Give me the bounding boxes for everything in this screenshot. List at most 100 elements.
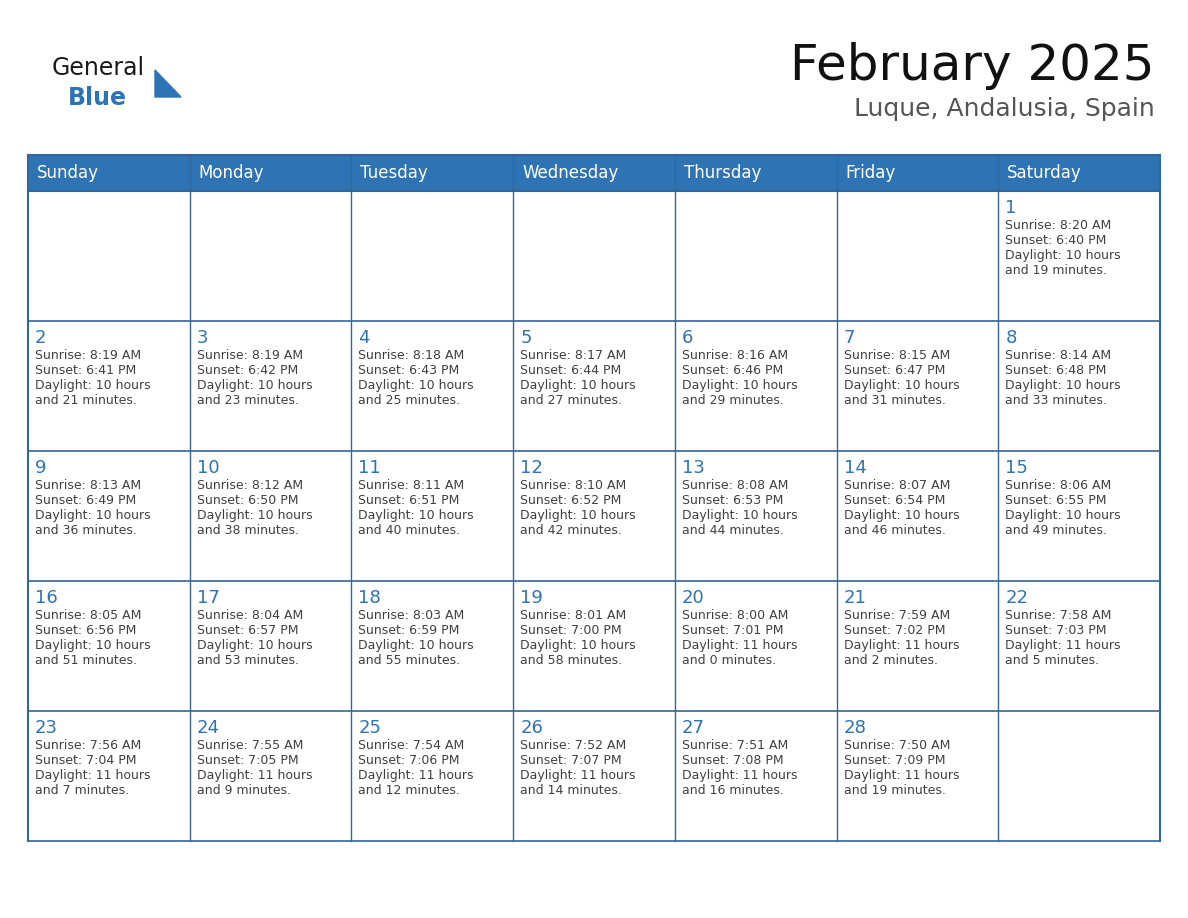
- Text: 19: 19: [520, 589, 543, 607]
- Text: Sunset: 7:09 PM: Sunset: 7:09 PM: [843, 754, 946, 767]
- Text: Sunset: 6:49 PM: Sunset: 6:49 PM: [34, 494, 137, 507]
- Text: 17: 17: [197, 589, 220, 607]
- Text: Sunrise: 8:15 AM: Sunrise: 8:15 AM: [843, 349, 950, 362]
- Text: Daylight: 10 hours: Daylight: 10 hours: [359, 509, 474, 522]
- Text: Sunrise: 8:04 AM: Sunrise: 8:04 AM: [197, 609, 303, 622]
- Text: Sunrise: 8:08 AM: Sunrise: 8:08 AM: [682, 479, 788, 492]
- Text: Sunrise: 7:51 AM: Sunrise: 7:51 AM: [682, 739, 788, 752]
- Text: Sunrise: 8:16 AM: Sunrise: 8:16 AM: [682, 349, 788, 362]
- Text: Sunset: 6:46 PM: Sunset: 6:46 PM: [682, 364, 783, 377]
- Text: and 33 minutes.: and 33 minutes.: [1005, 394, 1107, 407]
- Bar: [352, 155, 513, 191]
- Text: Thursday: Thursday: [684, 164, 762, 182]
- Polygon shape: [154, 70, 181, 97]
- Text: and 46 minutes.: and 46 minutes.: [843, 524, 946, 537]
- Text: Sunset: 7:05 PM: Sunset: 7:05 PM: [197, 754, 298, 767]
- Bar: [836, 155, 998, 191]
- Text: Daylight: 10 hours: Daylight: 10 hours: [520, 639, 636, 652]
- Text: Sunset: 6:53 PM: Sunset: 6:53 PM: [682, 494, 783, 507]
- Text: Sunrise: 7:56 AM: Sunrise: 7:56 AM: [34, 739, 141, 752]
- Text: Sunset: 6:42 PM: Sunset: 6:42 PM: [197, 364, 298, 377]
- Text: 15: 15: [1005, 459, 1028, 477]
- Text: and 53 minutes.: and 53 minutes.: [197, 654, 298, 667]
- Text: 5: 5: [520, 329, 532, 347]
- Text: Sunday: Sunday: [37, 164, 99, 182]
- Text: General: General: [52, 56, 145, 80]
- Text: Daylight: 10 hours: Daylight: 10 hours: [34, 509, 151, 522]
- Text: and 49 minutes.: and 49 minutes.: [1005, 524, 1107, 537]
- Text: Sunrise: 8:07 AM: Sunrise: 8:07 AM: [843, 479, 950, 492]
- Text: Friday: Friday: [846, 164, 896, 182]
- Text: 25: 25: [359, 719, 381, 737]
- Text: Sunset: 7:03 PM: Sunset: 7:03 PM: [1005, 624, 1107, 637]
- Text: Daylight: 10 hours: Daylight: 10 hours: [843, 379, 959, 392]
- Text: Sunrise: 8:11 AM: Sunrise: 8:11 AM: [359, 479, 465, 492]
- Text: 14: 14: [843, 459, 866, 477]
- Text: Sunset: 6:41 PM: Sunset: 6:41 PM: [34, 364, 137, 377]
- Text: Sunset: 6:55 PM: Sunset: 6:55 PM: [1005, 494, 1107, 507]
- Text: and 40 minutes.: and 40 minutes.: [359, 524, 461, 537]
- Text: Daylight: 10 hours: Daylight: 10 hours: [359, 379, 474, 392]
- Text: Sunrise: 8:05 AM: Sunrise: 8:05 AM: [34, 609, 141, 622]
- Text: Daylight: 10 hours: Daylight: 10 hours: [197, 379, 312, 392]
- Text: 11: 11: [359, 459, 381, 477]
- Text: and 0 minutes.: and 0 minutes.: [682, 654, 776, 667]
- Text: February 2025: February 2025: [790, 42, 1155, 90]
- Text: 24: 24: [197, 719, 220, 737]
- Text: 1: 1: [1005, 199, 1017, 217]
- Text: and 29 minutes.: and 29 minutes.: [682, 394, 784, 407]
- Text: Daylight: 11 hours: Daylight: 11 hours: [682, 639, 797, 652]
- Text: Sunrise: 7:54 AM: Sunrise: 7:54 AM: [359, 739, 465, 752]
- Text: and 23 minutes.: and 23 minutes.: [197, 394, 298, 407]
- Text: 10: 10: [197, 459, 220, 477]
- Text: Daylight: 11 hours: Daylight: 11 hours: [359, 769, 474, 782]
- Text: Sunset: 6:43 PM: Sunset: 6:43 PM: [359, 364, 460, 377]
- Text: 12: 12: [520, 459, 543, 477]
- Text: and 19 minutes.: and 19 minutes.: [843, 784, 946, 797]
- Bar: [998, 155, 1159, 191]
- Text: and 38 minutes.: and 38 minutes.: [197, 524, 298, 537]
- Text: Daylight: 11 hours: Daylight: 11 hours: [197, 769, 312, 782]
- Text: Sunset: 6:54 PM: Sunset: 6:54 PM: [843, 494, 944, 507]
- Text: Daylight: 11 hours: Daylight: 11 hours: [34, 769, 151, 782]
- Text: Sunrise: 8:03 AM: Sunrise: 8:03 AM: [359, 609, 465, 622]
- Text: Luque, Andalusia, Spain: Luque, Andalusia, Spain: [854, 97, 1155, 121]
- Text: Daylight: 11 hours: Daylight: 11 hours: [843, 639, 959, 652]
- Text: Daylight: 10 hours: Daylight: 10 hours: [359, 639, 474, 652]
- Text: 13: 13: [682, 459, 704, 477]
- Text: Sunrise: 8:06 AM: Sunrise: 8:06 AM: [1005, 479, 1112, 492]
- Text: Sunset: 6:50 PM: Sunset: 6:50 PM: [197, 494, 298, 507]
- Text: 23: 23: [34, 719, 58, 737]
- Text: 18: 18: [359, 589, 381, 607]
- Text: Daylight: 11 hours: Daylight: 11 hours: [1005, 639, 1120, 652]
- Text: Daylight: 11 hours: Daylight: 11 hours: [843, 769, 959, 782]
- Text: 7: 7: [843, 329, 855, 347]
- Text: 26: 26: [520, 719, 543, 737]
- Text: Daylight: 10 hours: Daylight: 10 hours: [843, 509, 959, 522]
- Text: Sunrise: 8:19 AM: Sunrise: 8:19 AM: [197, 349, 303, 362]
- Text: Sunset: 6:59 PM: Sunset: 6:59 PM: [359, 624, 460, 637]
- Text: and 2 minutes.: and 2 minutes.: [843, 654, 937, 667]
- Text: and 25 minutes.: and 25 minutes.: [359, 394, 461, 407]
- Text: Sunrise: 8:10 AM: Sunrise: 8:10 AM: [520, 479, 626, 492]
- Text: Sunrise: 8:14 AM: Sunrise: 8:14 AM: [1005, 349, 1112, 362]
- Text: 3: 3: [197, 329, 208, 347]
- Text: Sunrise: 8:20 AM: Sunrise: 8:20 AM: [1005, 219, 1112, 232]
- Bar: [675, 155, 836, 191]
- Text: and 42 minutes.: and 42 minutes.: [520, 524, 623, 537]
- Text: 8: 8: [1005, 329, 1017, 347]
- Text: and 12 minutes.: and 12 minutes.: [359, 784, 460, 797]
- Text: Sunrise: 8:17 AM: Sunrise: 8:17 AM: [520, 349, 626, 362]
- Text: Daylight: 10 hours: Daylight: 10 hours: [520, 509, 636, 522]
- Text: Sunrise: 7:55 AM: Sunrise: 7:55 AM: [197, 739, 303, 752]
- Text: and 27 minutes.: and 27 minutes.: [520, 394, 623, 407]
- Text: Sunset: 6:56 PM: Sunset: 6:56 PM: [34, 624, 137, 637]
- Text: Daylight: 10 hours: Daylight: 10 hours: [1005, 379, 1121, 392]
- Text: and 7 minutes.: and 7 minutes.: [34, 784, 129, 797]
- Text: 28: 28: [843, 719, 866, 737]
- Text: 4: 4: [359, 329, 369, 347]
- Text: Sunset: 7:04 PM: Sunset: 7:04 PM: [34, 754, 137, 767]
- Text: and 19 minutes.: and 19 minutes.: [1005, 264, 1107, 277]
- Text: Daylight: 11 hours: Daylight: 11 hours: [520, 769, 636, 782]
- Text: Sunset: 6:47 PM: Sunset: 6:47 PM: [843, 364, 944, 377]
